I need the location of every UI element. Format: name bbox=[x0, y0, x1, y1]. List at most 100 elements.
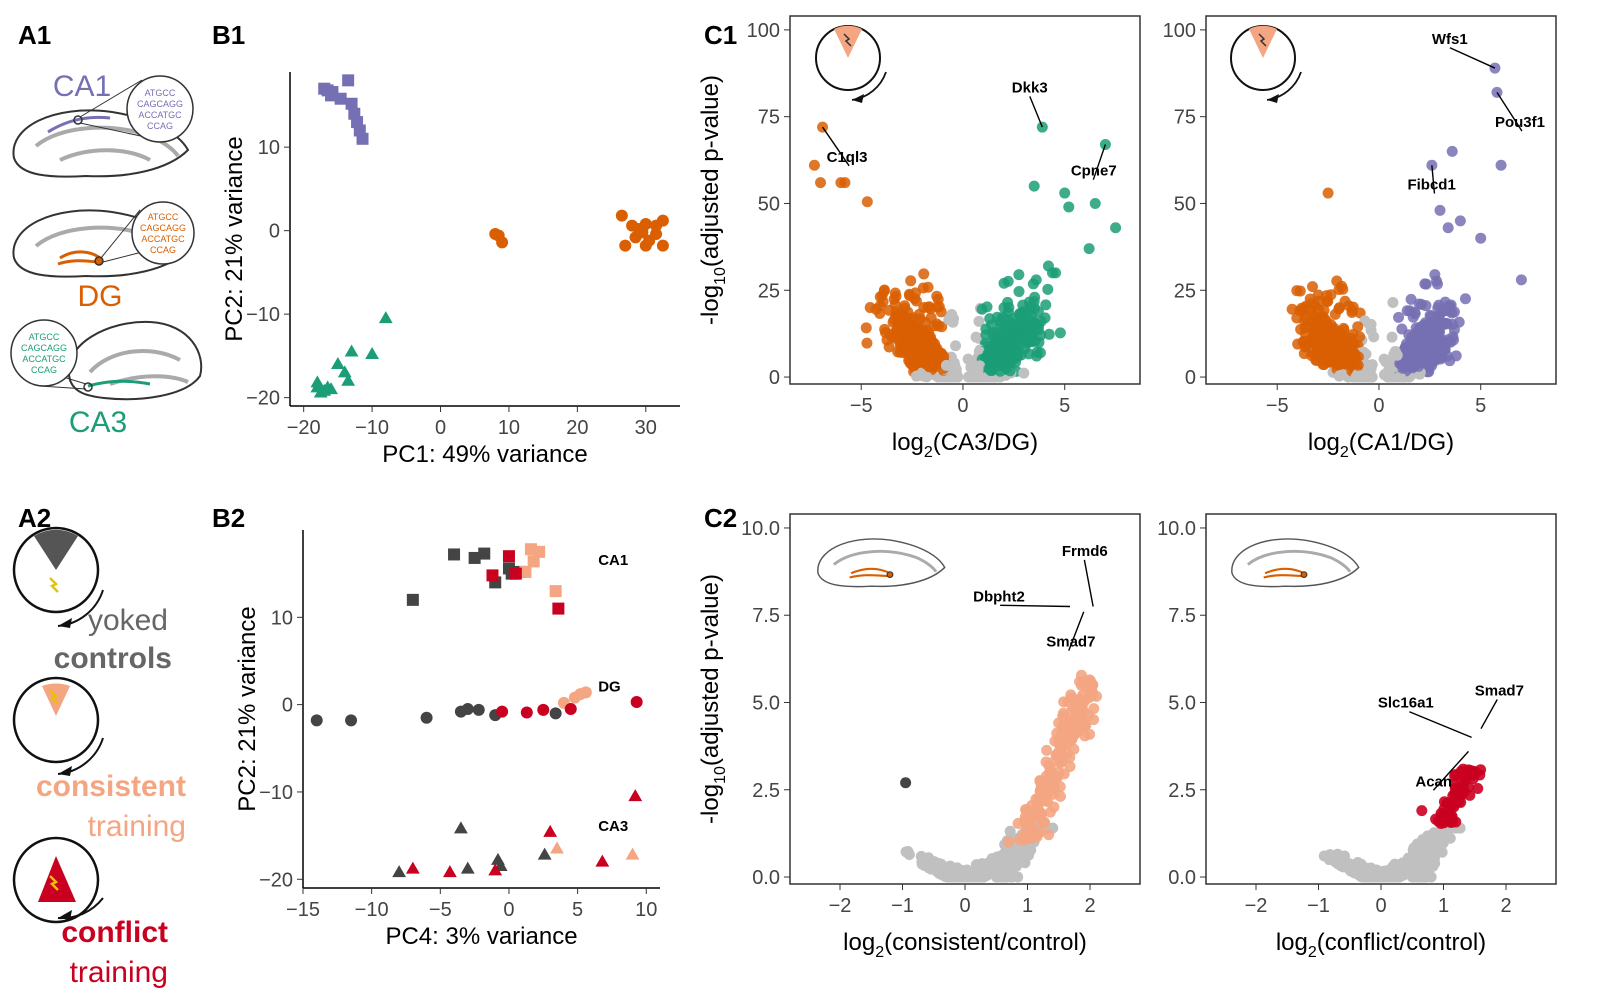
data-point bbox=[1026, 336, 1038, 348]
data-points bbox=[900, 669, 1103, 883]
data-point-circle bbox=[630, 696, 643, 709]
arena-yoked-icon bbox=[12, 526, 104, 628]
data-point-circle bbox=[420, 711, 433, 724]
gene-label: Smad7 bbox=[1475, 683, 1524, 700]
x-tick-label: −5 bbox=[850, 395, 873, 417]
data-point bbox=[1039, 782, 1051, 794]
y-tick-label: 0 bbox=[282, 695, 293, 717]
data-point bbox=[1022, 816, 1034, 828]
data-point bbox=[1445, 816, 1457, 828]
data-point bbox=[1058, 707, 1070, 719]
data-point bbox=[1331, 275, 1343, 287]
data-point bbox=[1000, 321, 1012, 333]
data-point-triangle bbox=[550, 841, 564, 854]
x-tick-label: −1 bbox=[1307, 895, 1330, 917]
x-axis-label-rest: (CA1/DG) bbox=[1349, 429, 1454, 456]
data-point bbox=[1322, 187, 1334, 199]
chart-c2-volcano-conflict: −2 −1 0 1 20.02.55.07.510.0log2(conflict/con… bbox=[1157, 513, 1557, 961]
y-tick-label: −10 bbox=[259, 782, 293, 804]
data-point-square bbox=[502, 550, 515, 563]
x-tick-label: 1 bbox=[1022, 895, 1033, 917]
data-point-triangle bbox=[460, 861, 475, 874]
data-point bbox=[1438, 317, 1450, 329]
data-point-triangle bbox=[392, 865, 407, 878]
data-point bbox=[1018, 831, 1030, 843]
y-axis-label-main: -log bbox=[697, 285, 724, 325]
data-point bbox=[1419, 861, 1431, 873]
x-tick-label: −5 bbox=[429, 899, 452, 921]
group-annotation: DG bbox=[598, 679, 621, 696]
data-point bbox=[1429, 340, 1441, 352]
data-point bbox=[1337, 861, 1349, 873]
sequence-line: ACCATGC bbox=[22, 354, 66, 364]
x-axis-label: log2(conflict/control) bbox=[1276, 929, 1486, 961]
data-point bbox=[1028, 180, 1040, 192]
shock-bolt bbox=[843, 33, 852, 47]
data-point bbox=[1089, 197, 1101, 209]
rotation-arrowhead bbox=[852, 94, 864, 103]
data-point bbox=[919, 329, 931, 341]
data-point bbox=[1002, 296, 1014, 308]
panel-label-a1: A1 bbox=[18, 20, 51, 50]
group-annotation: CA1 bbox=[598, 552, 628, 569]
data-point bbox=[1435, 810, 1447, 822]
data-point bbox=[1391, 349, 1403, 361]
y-axis-label: -log10(adjusted p-value) bbox=[697, 75, 729, 325]
label-conflict: conflict bbox=[61, 916, 168, 949]
sequence-line: ACCATGC bbox=[141, 234, 185, 244]
data-point bbox=[1397, 868, 1409, 880]
gene-label: Smad7 bbox=[1046, 634, 1095, 651]
data-point bbox=[1002, 275, 1014, 287]
data-point bbox=[1472, 782, 1484, 794]
data-point-triangle bbox=[537, 847, 552, 860]
data-point-circle bbox=[345, 714, 358, 727]
data-point bbox=[993, 859, 1005, 871]
group-annotation: CA3 bbox=[598, 818, 628, 835]
data-point bbox=[910, 295, 922, 307]
data-point-circle bbox=[615, 209, 628, 222]
data-point bbox=[1397, 362, 1409, 374]
data-point bbox=[1006, 867, 1018, 879]
data-point-triangle bbox=[344, 344, 359, 357]
sequence-line: CAGCAGG bbox=[21, 343, 67, 353]
panel-a1-hippocampus: ATGCC CAGCAGG ACCATGC CCAG CA1 ATGCC CAG… bbox=[10, 70, 203, 439]
data-point bbox=[983, 362, 995, 374]
y-tick-label: 25 bbox=[758, 280, 780, 302]
data-point bbox=[1337, 852, 1349, 864]
data-point bbox=[1014, 308, 1026, 320]
y-tick-label: −10 bbox=[246, 304, 280, 326]
data-point bbox=[1286, 303, 1298, 315]
data-point bbox=[1328, 322, 1340, 334]
y-axis-label-rest: (adjusted p-value) bbox=[697, 574, 724, 766]
data-point-square bbox=[478, 547, 491, 560]
data-point bbox=[1436, 846, 1448, 858]
data-point-circle bbox=[656, 214, 669, 227]
data-point bbox=[1009, 849, 1021, 861]
data-point bbox=[976, 303, 988, 315]
data-point-circle bbox=[520, 706, 533, 719]
hippocampus-dg-icon: ATGCC CAGCAGG ACCATGC CCAG bbox=[12, 201, 195, 278]
hippocampus-layer bbox=[832, 549, 938, 573]
data-point-square bbox=[468, 551, 481, 564]
dg-layer bbox=[1264, 567, 1305, 575]
gene-label-leader bbox=[1480, 699, 1498, 730]
data-point bbox=[1029, 291, 1041, 303]
data-point bbox=[962, 871, 974, 883]
data-point bbox=[1450, 350, 1462, 362]
y-tick-label: 10 bbox=[258, 137, 280, 159]
dg-marker bbox=[886, 571, 894, 579]
data-point bbox=[1044, 806, 1056, 818]
data-point-square bbox=[519, 565, 532, 578]
rotation-arrowhead bbox=[1267, 94, 1279, 103]
x-axis-label-sub: 2 bbox=[875, 944, 884, 961]
data-point bbox=[1013, 269, 1025, 281]
data-point bbox=[1110, 222, 1122, 234]
label-conflict-training: training bbox=[70, 956, 168, 989]
y-tick-label: −20 bbox=[259, 869, 293, 891]
data-point bbox=[1076, 702, 1088, 714]
data-point bbox=[988, 326, 1000, 338]
gene-label-leader bbox=[1092, 144, 1107, 180]
sequence-line: CCAG bbox=[147, 121, 173, 131]
data-point bbox=[899, 300, 911, 312]
gene-label: Slc16a1 bbox=[1378, 695, 1434, 712]
